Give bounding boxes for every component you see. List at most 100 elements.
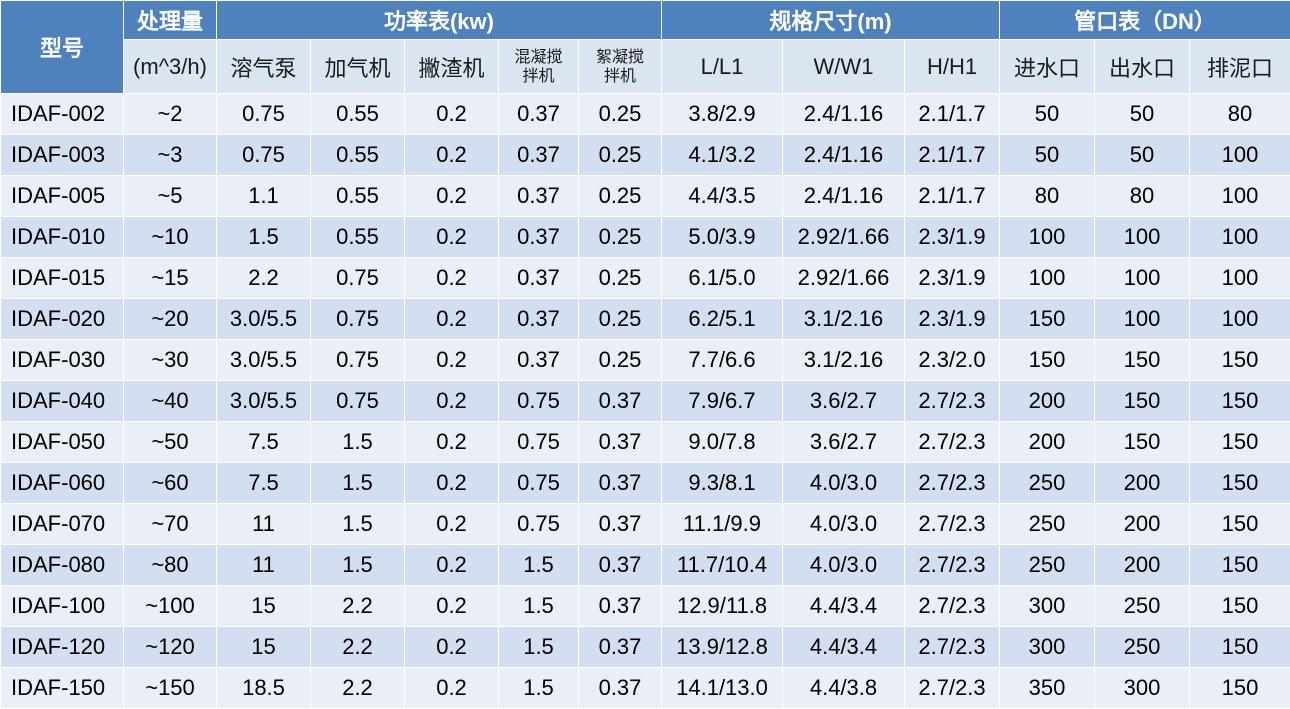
table-cell: 11.1/9.9 [662, 504, 783, 545]
table-cell: 4.4/3.4 [783, 627, 905, 668]
table-cell: 2.3/1.9 [905, 299, 1000, 340]
model-cell: IDAF-003 [1, 135, 124, 176]
table-cell: 50 [1000, 135, 1095, 176]
table-cell: 0.37 [499, 258, 579, 299]
table-cell: 15 [217, 586, 311, 627]
table-cell: ~10 [124, 217, 217, 258]
table-cell: ~150 [124, 668, 217, 709]
table-cell: 11 [217, 545, 311, 586]
model-cell: IDAF-120 [1, 627, 124, 668]
table-cell: 1.5 [311, 545, 405, 586]
table-cell: 50 [1095, 135, 1190, 176]
table-header: 型号 处理量 功率表(kw) 规格尺寸(m) 管口表（DN） (m^3/h) 溶… [1, 1, 1290, 94]
table-cell: 150 [1095, 381, 1190, 422]
model-cell: IDAF-080 [1, 545, 124, 586]
table-cell: 100 [1190, 258, 1290, 299]
table-cell: 2.1/1.7 [905, 94, 1000, 135]
header-row-subcolumns: (m^3/h) 溶气泵 加气机 撇渣机 混凝搅 拌机 絮凝搅 拌机 L/L1 W… [1, 40, 1290, 94]
table-cell: ~50 [124, 422, 217, 463]
col-height: H/H1 [905, 40, 1000, 94]
table-cell: 0.37 [499, 340, 579, 381]
table-cell: 0.37 [579, 545, 662, 586]
table-cell: 1.5 [499, 627, 579, 668]
table-cell: 0.25 [579, 176, 662, 217]
table-cell: 0.2 [405, 217, 499, 258]
table-cell: 250 [1095, 627, 1190, 668]
col-coagulation-mixer-line2: 拌机 [499, 67, 578, 86]
table-cell: 1.5 [311, 463, 405, 504]
table-cell: 0.55 [311, 176, 405, 217]
table-cell: 4.1/3.2 [662, 135, 783, 176]
table-cell: 3.6/2.7 [783, 422, 905, 463]
table-cell: 3.8/2.9 [662, 94, 783, 135]
table-cell: 150 [1190, 627, 1290, 668]
table-cell: 2.7/2.3 [905, 586, 1000, 627]
table-cell: ~5 [124, 176, 217, 217]
table-cell: ~20 [124, 299, 217, 340]
model-cell: IDAF-010 [1, 217, 124, 258]
table-cell: 0.25 [579, 258, 662, 299]
table-cell: 0.55 [311, 217, 405, 258]
table-cell: 0.75 [217, 94, 311, 135]
table-cell: 2.7/2.3 [905, 463, 1000, 504]
table-cell: 2.3/1.9 [905, 258, 1000, 299]
model-cell: IDAF-020 [1, 299, 124, 340]
table-cell: 150 [1190, 381, 1290, 422]
table-cell: 150 [1190, 545, 1290, 586]
model-cell: IDAF-060 [1, 463, 124, 504]
table-cell: 150 [1000, 340, 1095, 381]
table-cell: 1.5 [499, 586, 579, 627]
table-cell: 150 [1190, 422, 1290, 463]
table-cell: 100 [1000, 217, 1095, 258]
table-cell: 0.37 [499, 217, 579, 258]
table-cell: ~70 [124, 504, 217, 545]
table-cell: 4.0/3.0 [783, 545, 905, 586]
table-cell: ~60 [124, 463, 217, 504]
table-cell: 0.2 [405, 299, 499, 340]
table-cell: 0.2 [405, 176, 499, 217]
table-cell: ~40 [124, 381, 217, 422]
pipe-group-header: 管口表（DN） [1000, 1, 1290, 40]
table-cell: 4.4/3.5 [662, 176, 783, 217]
table-cell: 0.2 [405, 422, 499, 463]
table-cell: 9.0/7.8 [662, 422, 783, 463]
table-cell: 80 [1190, 94, 1290, 135]
table-cell: 2.3/2.0 [905, 340, 1000, 381]
table-cell: 13.9/12.8 [662, 627, 783, 668]
table-cell: 0.75 [499, 504, 579, 545]
table-cell: 0.2 [405, 340, 499, 381]
table-cell: 0.37 [579, 504, 662, 545]
table-cell: 2.92/1.66 [783, 217, 905, 258]
table-cell: 6.1/5.0 [662, 258, 783, 299]
table-cell: 2.2 [311, 668, 405, 709]
table-cell: 0.75 [217, 135, 311, 176]
table-cell: 150 [1095, 422, 1190, 463]
table-cell: 2.1/1.7 [905, 176, 1000, 217]
table-cell: 2.2 [311, 627, 405, 668]
table-cell: ~120 [124, 627, 217, 668]
table-cell: 2.2 [217, 258, 311, 299]
table-cell: 0.37 [579, 463, 662, 504]
table-cell: 0.75 [311, 340, 405, 381]
table-cell: 80 [1000, 176, 1095, 217]
table-cell: 50 [1095, 94, 1190, 135]
table-cell: 2.7/2.3 [905, 504, 1000, 545]
power-group-header: 功率表(kw) [217, 1, 662, 40]
col-capacity-header: 处理量 [124, 1, 217, 40]
table-cell: ~100 [124, 586, 217, 627]
table-cell: 300 [1000, 627, 1095, 668]
table-cell: 100 [1095, 217, 1190, 258]
table-cell: 6.2/5.1 [662, 299, 783, 340]
table-cell: 0.2 [405, 94, 499, 135]
model-cell: IDAF-150 [1, 668, 124, 709]
table-cell: 0.2 [405, 586, 499, 627]
table-cell: ~30 [124, 340, 217, 381]
